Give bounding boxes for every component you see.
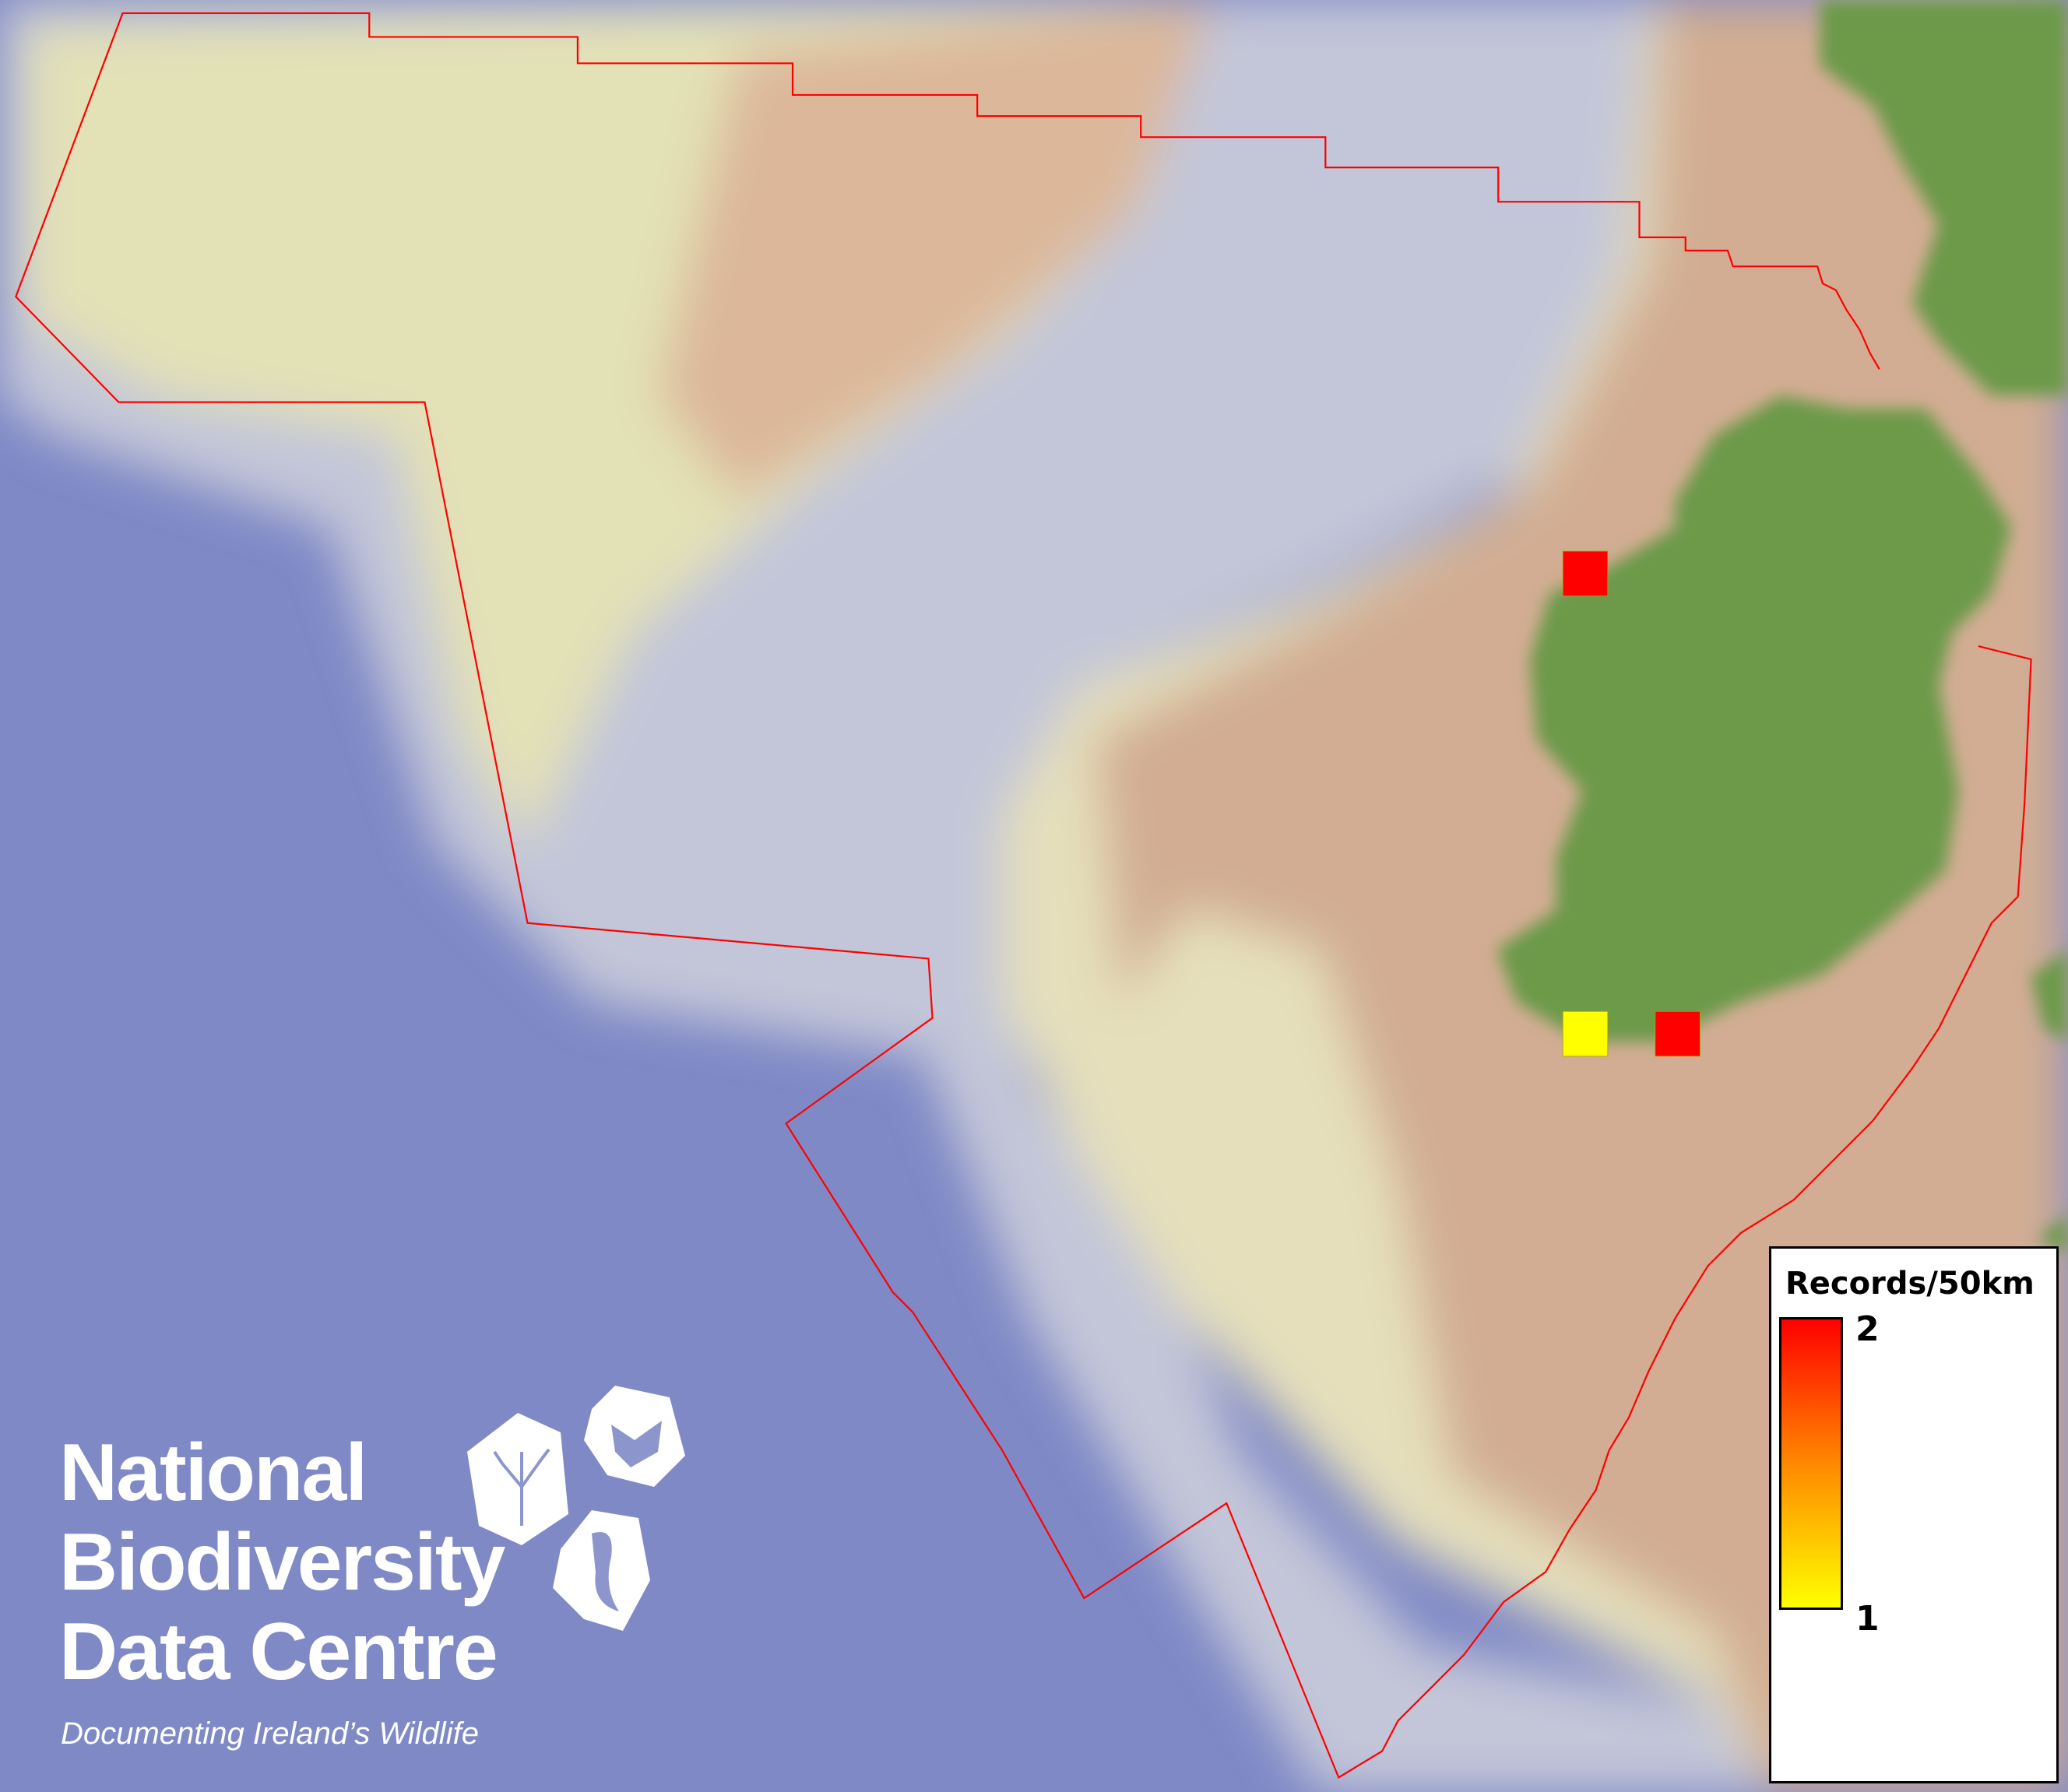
- legend-min-label: 1: [1855, 1599, 1880, 1639]
- butterfly-hexagon-icon: [584, 1386, 685, 1487]
- logo-tagline: Documenting Ireland’s Wildlife: [61, 1716, 479, 1751]
- wales-landmass: [2031, 949, 2068, 1042]
- logo-line-3: Data Centre: [59, 1607, 498, 1697]
- grid-square-south[interactable]: [1655, 1010, 1700, 1057]
- britain-landmass: [1820, 0, 2068, 396]
- logo-line-1: National: [59, 1428, 368, 1518]
- grid-square-south-west[interactable]: [1562, 1010, 1609, 1057]
- legend: Records/50km 2 1: [1769, 1246, 2059, 1783]
- eez-boundary-line: [15, 12, 2032, 1779]
- grid-squares: [1562, 550, 1700, 1057]
- grid-square-north-west[interactable]: [1562, 550, 1609, 597]
- legend-title: Records/50km: [1785, 1266, 2035, 1302]
- nbdc-logo: National Biodiversity Data Centre Docume…: [55, 1370, 724, 1775]
- hexagon-emblem-icon: [467, 1386, 685, 1631]
- legend-max-label: 2: [1855, 1309, 1880, 1349]
- cornwall-landmass: [2038, 1213, 2068, 1253]
- tree-hexagon-icon: [467, 1413, 568, 1545]
- logo-line-2: Biodiversity: [59, 1517, 505, 1608]
- legend-color-ramp: [1779, 1317, 1843, 1610]
- ireland-landmass: [1496, 395, 2012, 1042]
- land: [1496, 0, 2068, 1253]
